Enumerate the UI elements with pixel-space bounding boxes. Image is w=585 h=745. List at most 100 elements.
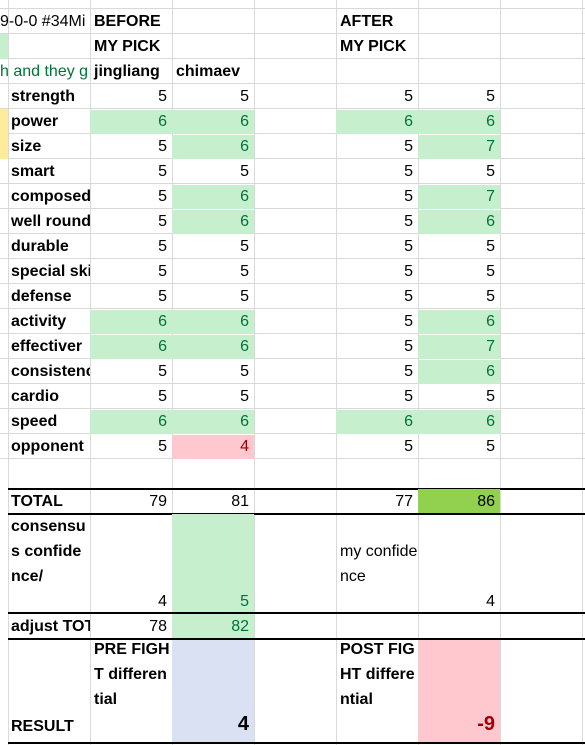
row-value-a1[interactable]: 5	[404, 88, 413, 105]
row-value-a2[interactable]: 6	[418, 310, 500, 334]
row-value-b2[interactable]: 6	[172, 310, 254, 334]
row-value-a2[interactable]: 5	[486, 163, 495, 180]
row-value-b2[interactable]: 5	[240, 363, 249, 380]
row-value-b1[interactable]: 5	[158, 263, 167, 280]
row-value-a2[interactable]: 5	[486, 388, 495, 405]
row-label[interactable]: effectiver	[11, 338, 83, 355]
row-value-b2[interactable]: 5	[240, 388, 249, 405]
adjust-before-1[interactable]: 78	[149, 618, 167, 635]
total-after-2[interactable]: 86	[418, 489, 500, 513]
row-value-b2[interactable]: 5	[240, 288, 249, 305]
row-value-b1[interactable]: 5	[158, 213, 167, 230]
adjust-before-2[interactable]: 82	[172, 614, 254, 638]
row-value-b1[interactable]: 6	[90, 335, 172, 359]
row-value-a2[interactable]: 5	[486, 263, 495, 280]
total-label[interactable]: TOTAL	[11, 493, 63, 510]
pre-fight-value[interactable]: 4	[237, 713, 249, 735]
row-value-a1[interactable]: 5	[404, 138, 413, 155]
row-value-a1[interactable]: 5	[404, 313, 413, 330]
row-value-a1[interactable]: 5	[404, 188, 413, 205]
row-label[interactable]: well round	[11, 213, 90, 230]
row-value-a1[interactable]: 5	[404, 288, 413, 305]
row-value-b1[interactable]: 5	[158, 438, 167, 455]
row-value-b1[interactable]: 5	[158, 138, 167, 155]
row-value-a1[interactable]: 6	[336, 410, 418, 434]
row-value-a1[interactable]: 5	[404, 388, 413, 405]
row-value-a2[interactable]: 5	[486, 88, 495, 105]
row-value-a2[interactable]: 7	[418, 135, 500, 159]
consensus-label[interactable]: consensus confidence/	[11, 518, 86, 585]
total-before-1[interactable]: 79	[149, 493, 167, 510]
row-label[interactable]: consistenc	[11, 363, 90, 380]
row-value-b1[interactable]: 6	[90, 410, 172, 434]
fighter-2-name[interactable]: chimaev	[176, 63, 241, 80]
row-value-a2[interactable]: 7	[418, 185, 500, 209]
row-label[interactable]: special ski	[11, 263, 90, 280]
row-label[interactable]: power	[11, 113, 59, 130]
row-value-b1[interactable]: 6	[90, 110, 172, 134]
row-label[interactable]: strength	[11, 88, 75, 105]
row-value-a2[interactable]: 5	[486, 438, 495, 455]
row-value-b2[interactable]: 5	[240, 238, 249, 255]
row-value-b2[interactable]: 6	[172, 410, 254, 434]
row-label[interactable]: speed	[11, 413, 58, 430]
pre-fight-label[interactable]: PRE FIGHT differential	[94, 641, 170, 708]
consensus-before-1[interactable]: 4	[158, 593, 167, 610]
row-value-b2[interactable]: 6	[172, 335, 254, 359]
row-label[interactable]: size	[11, 138, 42, 155]
row-value-b1[interactable]: 5	[158, 238, 167, 255]
row-value-a1[interactable]: 5	[404, 163, 413, 180]
row-value-b2[interactable]: 6	[172, 185, 254, 209]
row-value-b2[interactable]: 5	[240, 163, 249, 180]
row-value-a2[interactable]: 6	[418, 410, 500, 434]
row-label[interactable]: defense	[11, 288, 72, 305]
row-value-b1[interactable]: 5	[158, 288, 167, 305]
corner-title[interactable]: 9-0-0 #34Mi	[0, 13, 86, 30]
row-value-b1[interactable]: 5	[158, 363, 167, 380]
consensus-before-2[interactable]: 5	[240, 593, 249, 610]
row-label[interactable]: opponent	[11, 438, 84, 455]
after-header-line2[interactable]: MY PICK	[340, 38, 407, 55]
row-value-a1[interactable]: 5	[404, 338, 413, 355]
row-value-a1[interactable]: 5	[404, 363, 413, 380]
fighter-1-name[interactable]: jingliang	[94, 63, 160, 80]
row-value-b2[interactable]: 5	[240, 88, 249, 105]
row-label[interactable]: composed	[11, 188, 90, 205]
my-confidence-value[interactable]: 4	[486, 593, 495, 610]
row-value-a2[interactable]: 6	[418, 110, 500, 134]
row-label[interactable]: activity	[11, 313, 67, 330]
row-value-b1[interactable]: 5	[158, 188, 167, 205]
total-after-1[interactable]: 77	[395, 493, 413, 510]
row-value-a1[interactable]: 5	[404, 438, 413, 455]
total-before-2[interactable]: 81	[231, 493, 249, 510]
before-header-line1[interactable]: BEFORE	[94, 13, 161, 30]
row-value-a2[interactable]: 5	[486, 288, 495, 305]
left-fragment[interactable]: h and they g	[0, 63, 89, 80]
before-header-line2[interactable]: MY PICK	[94, 38, 161, 55]
row-value-a2[interactable]: 6	[418, 210, 500, 234]
row-value-a1[interactable]: 6	[336, 110, 418, 134]
row-label[interactable]: durable	[11, 238, 69, 255]
row-value-b2[interactable]: 6	[172, 210, 254, 234]
adjust-label[interactable]: adjust TOT	[11, 618, 90, 635]
row-value-a2[interactable]: 6	[418, 360, 500, 384]
post-fight-value[interactable]: -9	[477, 713, 495, 735]
row-value-b2[interactable]: 6	[172, 135, 254, 159]
row-value-b1[interactable]: 5	[158, 88, 167, 105]
row-value-b2[interactable]: 4	[172, 435, 254, 459]
after-header-line1[interactable]: AFTER	[340, 13, 394, 30]
row-value-a1[interactable]: 5	[404, 238, 413, 255]
row-label[interactable]: cardio	[11, 388, 60, 405]
result-label[interactable]: RESULT	[11, 718, 74, 735]
row-value-b1[interactable]: 5	[158, 388, 167, 405]
post-fight-label[interactable]: POST FIGHT differential	[340, 641, 415, 708]
row-value-a2[interactable]: 7	[418, 335, 500, 359]
row-value-b1[interactable]: 6	[90, 310, 172, 334]
row-value-b1[interactable]: 5	[158, 163, 167, 180]
row-value-a2[interactable]: 5	[486, 238, 495, 255]
row-value-a1[interactable]: 5	[404, 263, 413, 280]
row-label[interactable]: smart	[11, 163, 55, 180]
row-value-a1[interactable]: 5	[404, 213, 413, 230]
row-value-b2[interactable]: 6	[172, 110, 254, 134]
row-value-b2[interactable]: 5	[240, 263, 249, 280]
